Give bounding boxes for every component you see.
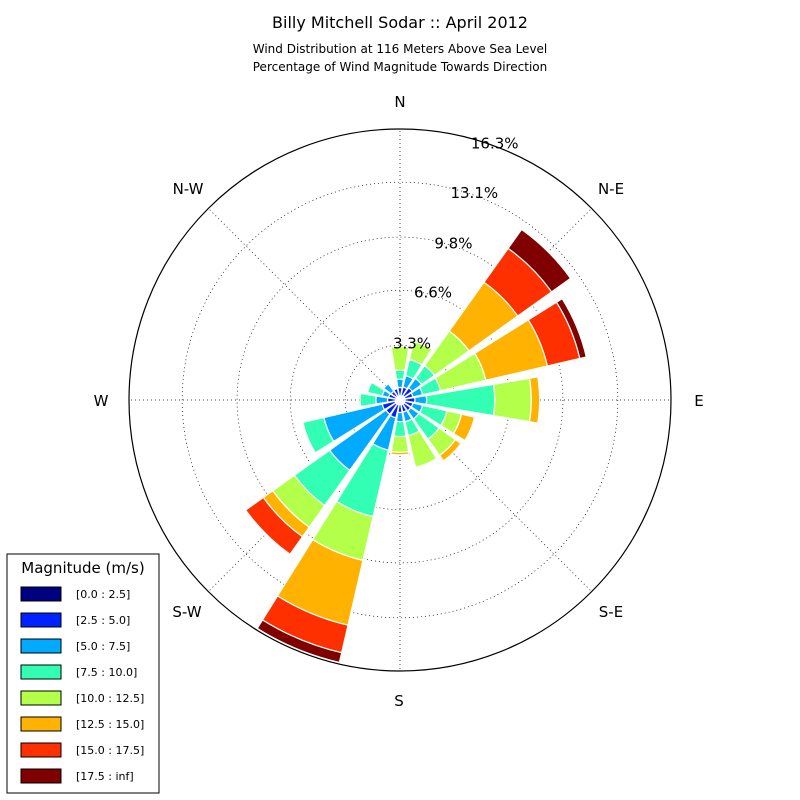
direction-label: S (394, 692, 404, 710)
outer-ring (128, 128, 672, 672)
ring-label: 3.3% (393, 334, 431, 352)
legend-swatch (20, 586, 62, 602)
direction-label: N (394, 93, 405, 111)
chart-subtitle-line-1: Wind Distribution at 116 Meters Above Se… (253, 42, 548, 56)
legend-label: [7.5 : 10.0] (76, 666, 137, 679)
axis-labels: N N-E E S-E S S-W W N-W 3.3% 6.6% 9.8% 13.1% 16.3% (94, 93, 704, 710)
legend-swatch (20, 664, 62, 680)
wind-bar-segment (492, 377, 532, 423)
legend: Magnitude (m/s) [0.0 : 2.5] [2.5 : 5.0] [5.… (6, 553, 160, 794)
direction-label: W (94, 392, 109, 410)
wind-bar-segment (393, 387, 400, 398)
wind-sectors (244, 228, 588, 664)
wind-bar-segment (302, 416, 335, 454)
wind-bar-segment (366, 381, 386, 397)
wind-bar-segment (408, 340, 433, 366)
wind-bar-segment (256, 619, 343, 664)
chart-title: Billy Mitchell Sodar :: April 2012 (272, 13, 528, 32)
legend-label: [0.0 : 2.5] (76, 588, 130, 601)
grid-ring (181, 181, 619, 619)
legend-swatch (20, 742, 62, 758)
wind-bar-segment (528, 376, 541, 424)
legend-label: [17.5 : inf] (76, 770, 134, 783)
legend-label: [5.0 : 7.5] (76, 640, 130, 653)
legend-swatch (20, 716, 62, 732)
ring-label: 6.6% (414, 284, 452, 302)
wind-bar-segment (407, 430, 438, 468)
wind-bar-segment (438, 438, 462, 462)
chart-subtitle-line-2: Percentage of Wind Magnitude Towards Dir… (253, 60, 547, 74)
wind-bar-segment (395, 378, 405, 389)
wind-bar-segment (390, 435, 410, 453)
wind-bar-segment (390, 346, 410, 372)
direction-label: S-W (172, 603, 201, 621)
legend-label: [12.5 : 15.0] (76, 718, 144, 731)
wind-bar-segment (244, 496, 304, 556)
direction-label: N-E (598, 180, 624, 198)
wind-bar-segment (507, 228, 572, 293)
legend-swatch (20, 612, 62, 628)
direction-label: E (694, 392, 703, 410)
wind-bar-segment (555, 297, 588, 360)
ring-label: 16.3% (471, 135, 519, 153)
wind-bar-segment (359, 392, 377, 408)
direction-label: N-W (173, 180, 204, 198)
legend-swatch (20, 690, 62, 706)
legend-label: [2.5 : 5.0] (76, 614, 130, 627)
legend-label: [15.0 : 17.5] (76, 744, 144, 757)
wind-bar-segment (382, 382, 395, 395)
ring-label: 13.1% (450, 184, 498, 202)
legend-swatch (20, 638, 62, 654)
wind-bar-segment (394, 369, 406, 381)
wind-bar-segment (452, 413, 476, 442)
legend-swatch (20, 768, 62, 784)
legend-title: Magnitude (m/s) (21, 559, 144, 577)
wind-bar-segment (414, 394, 428, 406)
wind-bar-segment (393, 420, 407, 438)
wind-bar-segment (395, 411, 405, 423)
grid-ring (236, 236, 564, 564)
ring-label: 9.8% (434, 235, 472, 253)
grid-spoke (208, 208, 401, 401)
direction-label: S-E (599, 603, 623, 621)
wind-bar-segment (390, 450, 410, 456)
legend-label: [10.0 : 12.5] (76, 692, 144, 705)
